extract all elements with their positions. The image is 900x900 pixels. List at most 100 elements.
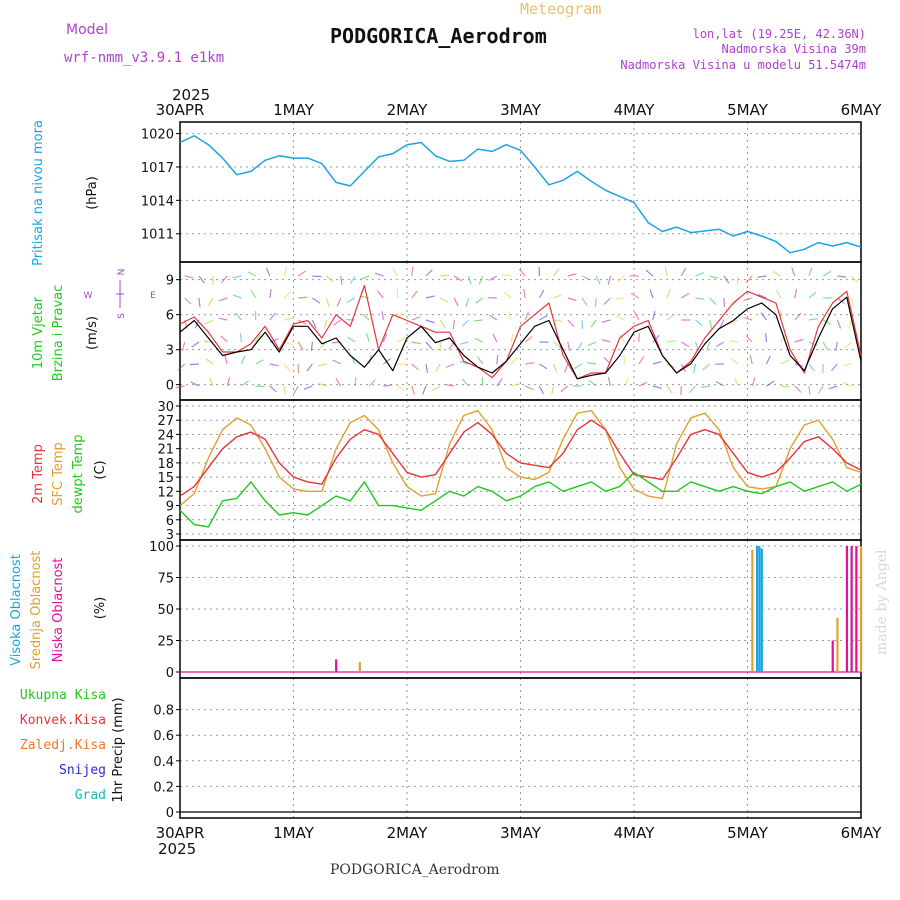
- wind-arrow: [794, 289, 798, 299]
- wind-arrow: [842, 382, 852, 387]
- wind-arrow: [269, 385, 277, 393]
- wind-arrow: [652, 311, 656, 321]
- wind-arrow: [587, 341, 597, 347]
- wind-arrow: [181, 341, 186, 351]
- cloud-ylabel: Visoka Oblacnost Srednja Oblacnost Niska…: [9, 551, 108, 670]
- x-day-label-top: 3MAY: [500, 101, 542, 119]
- footer-station: PODGORICA_Aerodrom: [330, 862, 500, 878]
- y-tick-label: 21: [157, 443, 174, 458]
- wind-arrow: [204, 319, 214, 325]
- wind-arrow: [283, 385, 287, 395]
- altitude-label: Nadmorska Visina 39m: [722, 42, 867, 56]
- wind-arrow: [680, 267, 687, 277]
- y-tick-label: 24: [157, 428, 174, 443]
- y-tick-label: 3: [166, 344, 174, 359]
- wind-arrow: [269, 363, 279, 367]
- wind-arrow: [269, 289, 272, 299]
- wind-arrow: [524, 311, 530, 321]
- wind-arrow: [730, 357, 739, 365]
- y-tick-label: 0.2: [153, 780, 174, 795]
- compass-w: W: [84, 291, 93, 301]
- wind-arrow: [564, 363, 569, 373]
- y-tick-label: 30: [157, 400, 174, 415]
- pressure-title: Pritisak na nivou mora: [31, 120, 46, 266]
- x-day-label-bottom: 1MAY: [273, 824, 315, 842]
- wind-arrow: [298, 296, 308, 299]
- wind-arrow: [306, 363, 313, 372]
- wind-arrow: [680, 292, 690, 299]
- wind-arrow: [693, 363, 697, 373]
- wind-black-line: [179, 296, 862, 380]
- wind-arrow: [198, 275, 205, 284]
- x-day-label-bottom: 6MAY: [841, 824, 883, 842]
- wind-arrow: [232, 275, 242, 279]
- precip-ylabel: 1hr Precip (mm) Ukupna Kisa Konvek.Kisa …: [20, 688, 126, 803]
- wind-arrow: [503, 291, 512, 299]
- y-tick-label: 1017: [141, 161, 174, 176]
- wind-arrow: [780, 334, 787, 343]
- temp-title-2: SFC Temp: [51, 442, 66, 506]
- wind-arrow: [283, 341, 293, 346]
- x-day-label-bottom: 3MAY: [500, 824, 542, 842]
- x-day-label-bottom: 5MAY: [727, 824, 769, 842]
- top-year-label: 2025: [172, 86, 210, 104]
- wind-arrow: [425, 269, 433, 277]
- panel-pressure: 1011 1014 1017 1020: [141, 121, 862, 263]
- wind-arrow: [411, 385, 416, 395]
- wind-arrow: [539, 314, 548, 321]
- wind-arrow: [729, 319, 739, 325]
- wind-arrow: [695, 297, 705, 300]
- x-day-label-top: 4MAY: [614, 101, 656, 119]
- panel-clouds: 0 25 50 75 100: [149, 539, 862, 681]
- wind-arrow: [381, 311, 384, 321]
- wind-arrow: [577, 341, 583, 351]
- wind-arrow: [247, 271, 256, 277]
- wind-arrow: [297, 270, 306, 277]
- wind-arrow: [383, 384, 393, 387]
- wind-unit: (m/s): [85, 316, 100, 350]
- wind-arrow: [297, 341, 304, 350]
- cloud-bar: [831, 640, 834, 672]
- wind-arrow: [362, 313, 370, 321]
- wind-arrow: [765, 355, 771, 365]
- wind-arrow: [333, 319, 342, 326]
- wind-arrow: [411, 341, 421, 345]
- watermark: made by Angel: [874, 549, 890, 655]
- wind-arrow: [283, 291, 292, 299]
- wind-arrow: [700, 385, 710, 389]
- wind-arrow: [664, 267, 668, 277]
- y-tick-label: 27: [157, 414, 174, 429]
- wind-arrow: [475, 297, 484, 304]
- wind-arrow: [745, 335, 753, 343]
- wind-arrow: [567, 319, 575, 328]
- model-altitude-label: Nadmorska Visina u modelu 51.5474m: [620, 58, 866, 72]
- temp-unit: (C): [93, 460, 108, 479]
- y-tick-label: 0.4: [153, 755, 174, 770]
- wind-arrow: [510, 333, 514, 343]
- y-tick-label: 15: [157, 471, 174, 486]
- y-tick-label: 1011: [141, 228, 174, 243]
- wind-arrow: [411, 363, 419, 371]
- wind-arrow: [666, 385, 673, 394]
- wind-arrow: [822, 319, 832, 326]
- plot-area: 1011101410171020036936912151821242730025…: [141, 101, 882, 842]
- wind-arrow: [425, 363, 429, 373]
- wind-arrow: [848, 319, 853, 329]
- wind-arrow: [425, 295, 435, 299]
- wind-arrow: [715, 341, 725, 348]
- x-day-label-top: 30APR: [156, 101, 205, 119]
- wind-arrow: [510, 383, 520, 387]
- sfc-temp-line: [179, 410, 862, 507]
- wind-arrow: [553, 294, 563, 299]
- wind-arrow: [425, 341, 433, 350]
- wind-arrow: [603, 297, 611, 305]
- cloud-unit: (%): [93, 597, 108, 620]
- wind-arrow: [411, 290, 418, 299]
- wind-arrow: [467, 275, 472, 285]
- panel-precip: 0 0.2 0.4 0.6 0.8: [153, 677, 862, 821]
- wind-arrow: [459, 360, 469, 365]
- y-tick-label: 0: [166, 806, 174, 821]
- y-tick-label: 9: [166, 274, 174, 289]
- wind-arrow: [310, 341, 314, 352]
